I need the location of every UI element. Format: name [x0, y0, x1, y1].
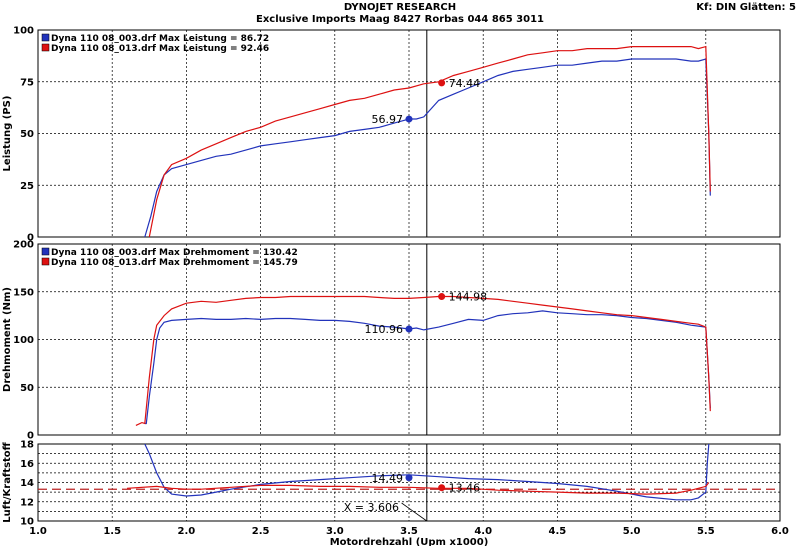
drehmoment-y-tick-label: 100 — [13, 335, 34, 346]
drehmoment-y-axis-label: Drehmoment (Nm) — [2, 287, 13, 392]
drehmoment-legend-swatch — [41, 257, 50, 266]
drehmoment-legend-entry: Dyna 110 08_013.drf Max Drehmoment = 145… — [51, 258, 298, 268]
luft-y-tick-label: 12 — [20, 497, 34, 508]
drehmoment-marker-point — [438, 293, 446, 301]
luft-x-tick-label: 6.0 — [771, 526, 789, 537]
drehmoment-y-tick-label: 0 — [27, 431, 34, 442]
chart-subtitle: Exclusive Imports Maag 8427 Rorbas 044 8… — [255, 14, 545, 25]
leistung-legend-swatch — [41, 33, 50, 42]
leistung-marker-point — [438, 79, 446, 87]
drehmoment-legend-swatch — [41, 247, 50, 256]
leistung-marker-label: 74.44 — [449, 77, 481, 90]
drehmoment-marker-label: 144.98 — [449, 291, 488, 304]
leistung-y-tick-label: 100 — [13, 26, 34, 37]
luft-x-tick-label: 1.0 — [29, 526, 47, 537]
leistung-y-tick-label: 75 — [20, 77, 34, 88]
luft-x-tick-label: 3.5 — [400, 526, 418, 537]
luft-x-axis-label: Motordrehzahl (Upm x1000) — [330, 537, 489, 546]
luft-series-2-line — [126, 482, 710, 495]
leistung-marker-point — [405, 115, 413, 123]
luft-marker-label: 14.49 — [372, 472, 404, 485]
luft-x-readout-pointer — [401, 502, 428, 522]
leistung-plot-frame — [37, 29, 781, 238]
leistung-y-tick-label: 50 — [20, 129, 34, 140]
leistung-y-tick-label: 0 — [27, 233, 34, 244]
leistung-marker-label: 56.97 — [372, 113, 404, 126]
luft-y-tick-label: 16 — [20, 459, 34, 470]
luft-x-tick-label: 5.0 — [623, 526, 641, 537]
settings-label: Kf: DIN Glätten: 5 — [696, 2, 796, 13]
drehmoment-legend-entry: Dyna 110 08_003.drf Max Drehmoment = 130… — [51, 248, 298, 258]
leistung-y-axis-label: Leistung (PS) — [2, 96, 13, 172]
luft-x-readout: X = 3.606 — [344, 501, 399, 514]
leistung-legend-swatch — [41, 43, 50, 52]
luft-x-tick-label: 1.5 — [103, 526, 121, 537]
luft-y-axis-label: Luft/Kraftstoff — [2, 441, 13, 522]
leistung-series-1-line — [144, 58, 711, 238]
drehmoment-y-tick-label: 200 — [13, 240, 34, 251]
luft-marker-label: 13.46 — [449, 482, 481, 495]
drehmoment-marker-point — [405, 325, 413, 333]
drehmoment-marker-label: 110.96 — [365, 323, 404, 336]
luft-y-tick-label: 18 — [20, 440, 34, 451]
luft-y-tick-label: 14 — [20, 478, 34, 489]
drehmoment-series-2-line — [135, 295, 711, 426]
drehmoment-series-1-line — [144, 310, 711, 425]
chart-title: DYNOJET RESEARCH — [343, 2, 457, 13]
leistung-legend-entry: Dyna 110 08_013.drf Max Leistung = 92.46 — [51, 44, 269, 54]
leistung-y-tick-label: 25 — [20, 181, 34, 192]
luft-marker-point — [405, 474, 413, 482]
luft-x-tick-label: 4.0 — [474, 526, 492, 537]
luft-x-tick-label: 4.5 — [549, 526, 567, 537]
drehmoment-y-tick-label: 150 — [13, 287, 34, 298]
leistung-legend-entry: Dyna 110 08_003.drf Max Leistung = 86.72 — [51, 34, 269, 44]
luft-x-tick-label: 5.5 — [697, 526, 715, 537]
luft-x-tick-label: 2.0 — [178, 526, 196, 537]
drehmoment-y-tick-label: 50 — [20, 383, 34, 394]
luft-marker-point — [438, 484, 446, 492]
luft-x-tick-label: 3.0 — [326, 526, 344, 537]
luft-y-tick-label: 10 — [20, 517, 34, 528]
luft-x-tick-label: 2.5 — [252, 526, 270, 537]
